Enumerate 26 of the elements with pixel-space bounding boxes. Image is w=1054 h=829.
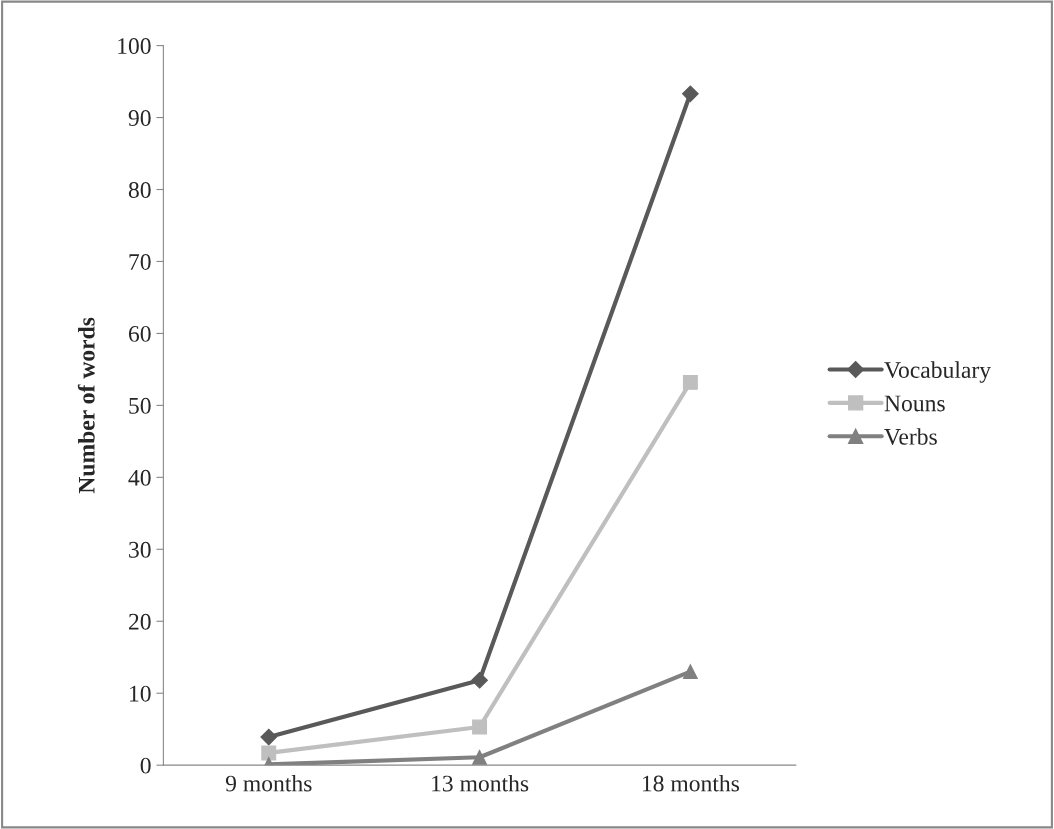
- legend-label: Verbs: [884, 428, 937, 445]
- point: [681, 85, 699, 103]
- legend-label: Vocabulary: [884, 361, 991, 383]
- point: [682, 374, 698, 390]
- y-tick-label: 100: [118, 38, 151, 55]
- y-tick-label: 30: [129, 541, 151, 558]
- point: [682, 664, 698, 680]
- y-tick-label: 0: [140, 757, 151, 774]
- y-tick-label: 70: [129, 253, 151, 270]
- x-tick-label: 18 months: [642, 774, 740, 792]
- point: [472, 719, 488, 735]
- x-tick-label: 9 months: [225, 774, 312, 792]
- y-tick-label: 80: [128, 182, 151, 198]
- legend-label: Nouns: [884, 395, 945, 412]
- point: [261, 745, 277, 761]
- y-axis-title: Number of words: [77, 317, 95, 494]
- x-tick-label: 13 months: [432, 774, 529, 792]
- point: [260, 728, 278, 746]
- y-tick-label: 50: [129, 397, 151, 414]
- y-tick-label: 40: [128, 469, 151, 486]
- y-tick-label: 90: [128, 110, 151, 126]
- y-tick-label: 60: [128, 325, 151, 342]
- y-tick-label: 20: [128, 613, 151, 630]
- y-tick-label: 10: [130, 685, 151, 702]
- point: [472, 749, 488, 765]
- point: [471, 671, 488, 689]
